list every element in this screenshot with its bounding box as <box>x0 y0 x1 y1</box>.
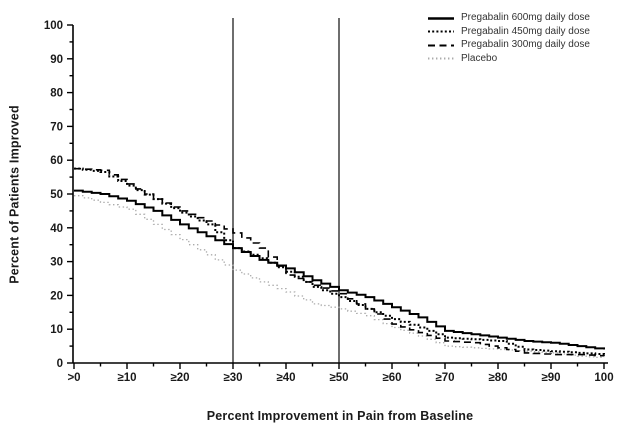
legend-item: Placebo <box>426 52 590 66</box>
x-tick-label: ≥60 <box>382 372 401 384</box>
x-tick-label: ≥10 <box>117 372 136 384</box>
y-tick-label: 90 <box>50 54 63 66</box>
series-line-2 <box>74 167 605 355</box>
x-tick-label: 100 <box>594 372 613 384</box>
legend-label: Placebo <box>461 52 498 64</box>
x-axis-title: Percent Improvement in Pain from Baselin… <box>206 409 474 423</box>
y-tick-label: 100 <box>44 20 63 32</box>
y-tick-label: 60 <box>50 155 63 167</box>
y-tick-label: 80 <box>50 88 63 100</box>
legend-item: Pregabalin 300mg daily dose <box>426 38 590 52</box>
legend-item: Pregabalin 600mg daily dose <box>426 11 590 25</box>
x-tick-label: ≥30 <box>223 372 242 384</box>
x-tick-label: ≥50 <box>329 372 348 384</box>
series-line-1 <box>74 189 605 350</box>
legend-line-marker-dashed <box>428 44 454 47</box>
y-axis-title: Percent of Patients Improved <box>7 105 22 284</box>
legend-line-marker-solid <box>428 16 454 20</box>
legend: Pregabalin 600mg daily dose Pregabalin 4… <box>426 11 590 65</box>
y-tick-label: 70 <box>50 121 63 133</box>
x-tick-label: >0 <box>67 372 80 384</box>
y-tick-label: 10 <box>50 324 63 336</box>
y-tick-label: 20 <box>50 290 63 302</box>
y-tick-label: 30 <box>50 257 63 269</box>
x-tick-label: ≥70 <box>435 372 454 384</box>
legend-label: Pregabalin 300mg daily dose <box>461 39 590 51</box>
x-tick-label: ≥20 <box>170 372 189 384</box>
y-tick-label: 50 <box>50 189 63 201</box>
x-tick-label: ≥40 <box>276 372 295 384</box>
legend-item: Pregabalin 450mg daily dose <box>426 25 590 39</box>
legend-label: Pregabalin 600mg daily dose <box>461 12 590 24</box>
legend-label: Pregabalin 450mg daily dose <box>461 25 590 37</box>
y-tick-label: 0 <box>57 358 63 370</box>
series-line-3 <box>74 167 605 357</box>
legend-line-marker-dotted <box>428 30 454 33</box>
x-tick-label: ≥90 <box>541 372 560 384</box>
x-tick-label: ≥80 <box>488 372 507 384</box>
y-tick-label: 40 <box>50 223 63 235</box>
legend-line-marker-fine-dotted <box>428 57 454 60</box>
